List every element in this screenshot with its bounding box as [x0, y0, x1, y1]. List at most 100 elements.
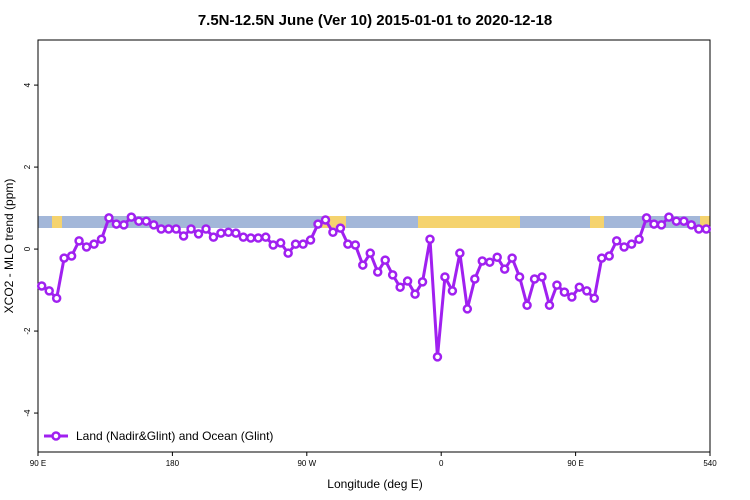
- data-point: [51, 293, 62, 304]
- data-point: [544, 300, 555, 310]
- data-point: [350, 240, 361, 250]
- data-point: [559, 287, 570, 297]
- data-point: [701, 224, 712, 234]
- data-point: [574, 282, 585, 292]
- legend-label: Land (Nadir&Glint) and Ocean (Glint): [76, 429, 273, 443]
- data-point: [537, 272, 547, 282]
- land-patch: [590, 216, 604, 228]
- data-point: [440, 272, 450, 282]
- x-tick-label: 90 E: [30, 459, 46, 468]
- data-point: [238, 232, 249, 242]
- data-point: [499, 264, 510, 274]
- x-tick-label: 0: [439, 459, 444, 468]
- data-point: [507, 253, 517, 263]
- data-point: [462, 304, 473, 314]
- data-point: [335, 223, 346, 233]
- data-point: [686, 220, 697, 230]
- data-point: [596, 253, 607, 263]
- data-point: [387, 270, 398, 280]
- data-point: [589, 293, 600, 304]
- data-point: [671, 216, 682, 226]
- data-point: [432, 352, 443, 362]
- x-tick-label: 90 W: [297, 459, 316, 468]
- data-point: [148, 220, 159, 230]
- plot-frame: [37, 39, 711, 453]
- data-point: [343, 239, 353, 249]
- data-point: [246, 233, 256, 243]
- data-point: [395, 282, 405, 292]
- data-point: [380, 255, 390, 265]
- data-point: [268, 240, 278, 250]
- data-point: [425, 234, 435, 244]
- data-point: [567, 292, 577, 302]
- data-point: [417, 277, 428, 287]
- data-point: [492, 252, 502, 263]
- data-point: [529, 274, 540, 284]
- data-point: [455, 248, 465, 258]
- land-patch: [52, 216, 62, 228]
- x-tick-label: 180: [166, 459, 180, 468]
- data-point: [275, 238, 286, 248]
- y-tick-label: -4: [23, 409, 32, 417]
- data-point: [163, 224, 174, 234]
- data-point: [470, 274, 480, 284]
- data-point: [96, 234, 107, 244]
- x-axis-label: Longitude (deg E): [327, 477, 422, 491]
- data-point: [604, 251, 614, 261]
- data-point: [290, 239, 301, 249]
- data-point: [104, 213, 114, 223]
- data-point: [626, 239, 637, 249]
- data-point: [74, 236, 84, 246]
- data-point: [522, 300, 532, 310]
- land-patch: [418, 216, 520, 228]
- data-point: [201, 224, 211, 234]
- x-tick-label: 540: [703, 459, 717, 468]
- data-point: [223, 227, 234, 238]
- data-point: [36, 281, 47, 291]
- data-point: [134, 216, 144, 226]
- data-point: [231, 228, 241, 238]
- data-point: [171, 224, 181, 234]
- data-point: [694, 224, 704, 234]
- data-point: [89, 239, 99, 249]
- data-point: [193, 229, 204, 239]
- data-point: [582, 286, 592, 296]
- data-point: [552, 280, 562, 290]
- chart-title: 7.5N-12.5N June (Ver 10) 2015-01-01 to 2…: [198, 12, 552, 29]
- data-point: [283, 248, 293, 258]
- data-point: [611, 236, 622, 246]
- data-point: [59, 253, 69, 263]
- data-point: [260, 232, 271, 242]
- series-line: [40, 215, 707, 359]
- x-tick-label: 90 E: [567, 459, 583, 468]
- data-point: [81, 242, 92, 252]
- data-point: [126, 212, 137, 222]
- data-point: [664, 212, 674, 222]
- data-point: [679, 216, 689, 226]
- data-point: [186, 224, 196, 234]
- legend-marker: [51, 431, 61, 441]
- data-point: [298, 239, 308, 249]
- data-point: [402, 276, 413, 286]
- y-axis-label: XCO2 - MLO trend (ppm): [2, 179, 16, 314]
- data-point: [178, 231, 189, 241]
- data-point: [514, 272, 525, 282]
- data-point: [119, 220, 129, 230]
- data-point: [111, 219, 122, 229]
- data-point: [216, 228, 226, 238]
- land-patch: [700, 216, 710, 228]
- data-point: [305, 235, 316, 245]
- data-point: [641, 213, 652, 223]
- data-point: [447, 286, 458, 296]
- y-tick-label: 0: [23, 246, 32, 251]
- data-point: [313, 219, 323, 229]
- data-point: [358, 260, 368, 270]
- data-point: [66, 251, 77, 261]
- data-point: [634, 234, 644, 244]
- y-tick-label: -2: [23, 327, 32, 335]
- data-point: [44, 286, 54, 296]
- data-point: [372, 267, 383, 277]
- data-point: [649, 219, 659, 229]
